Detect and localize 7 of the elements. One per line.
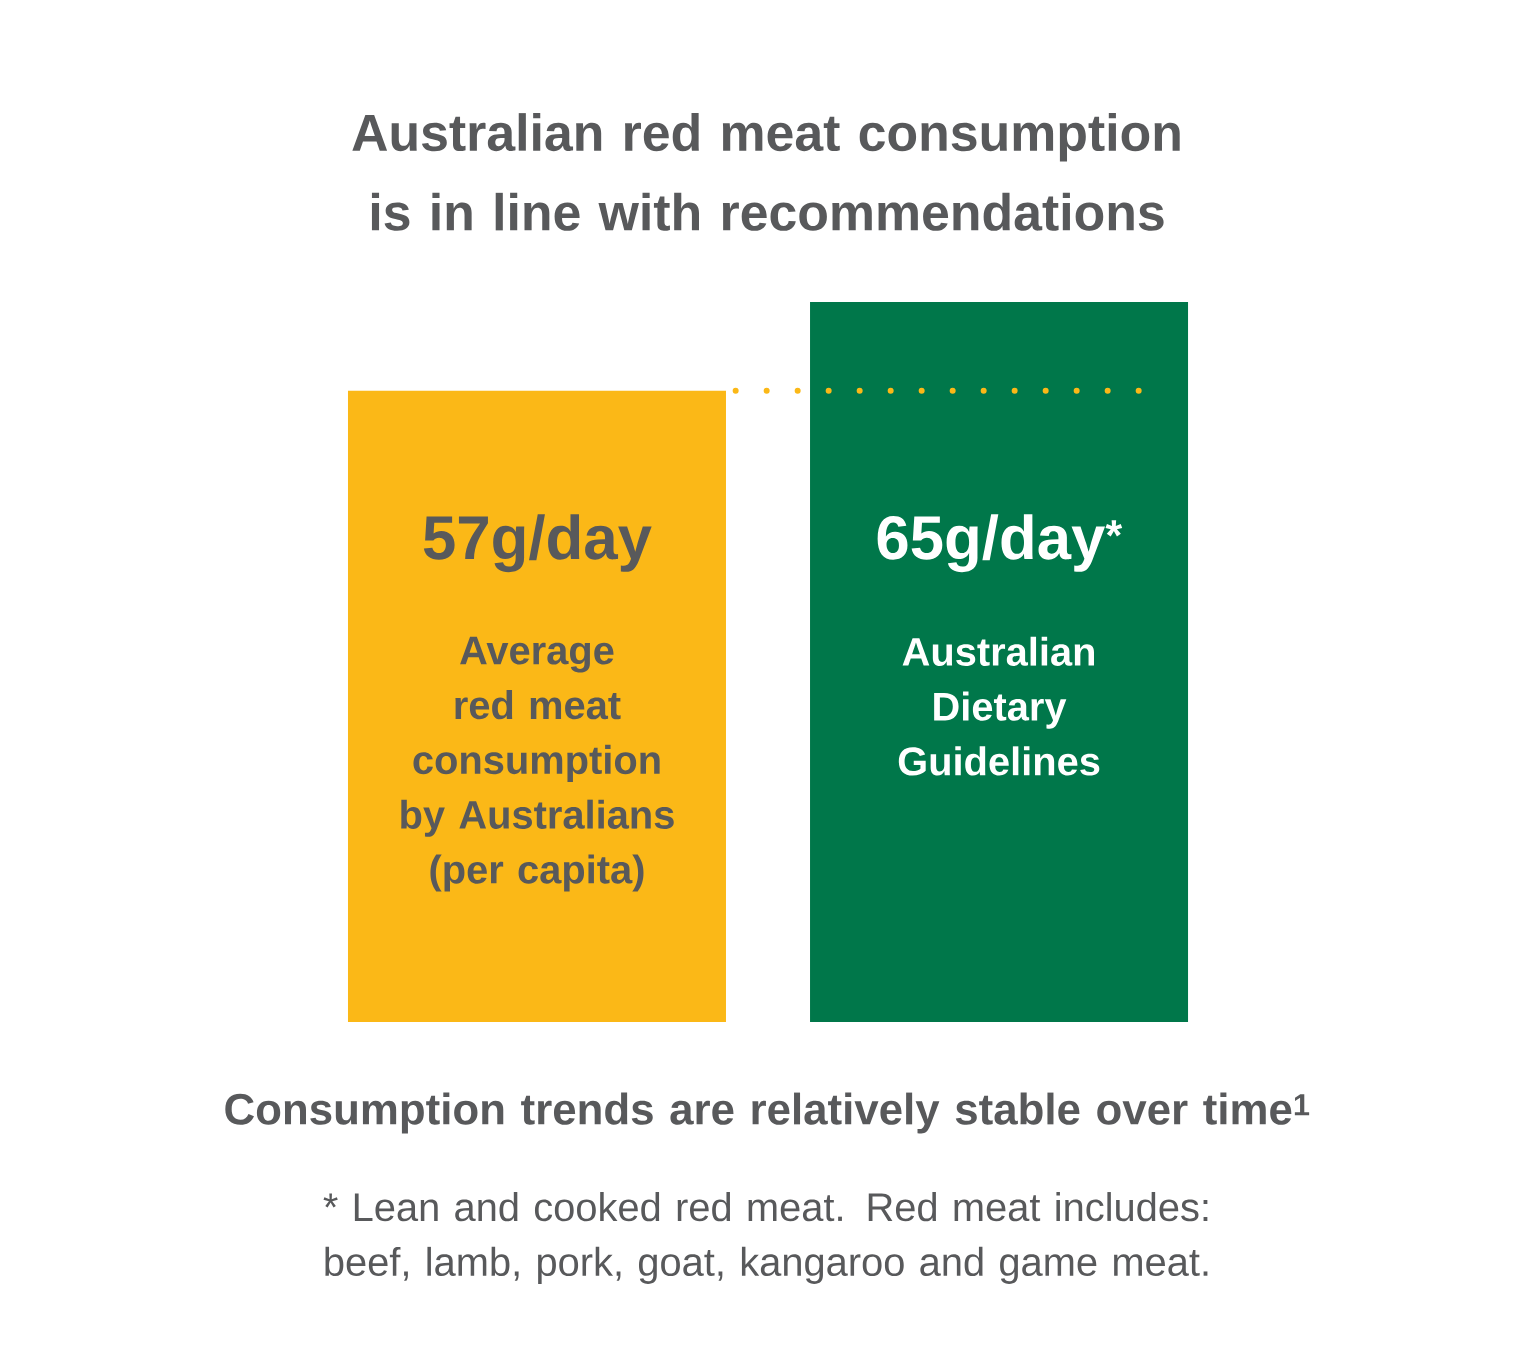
data-label: 57g/day [423,514,652,573]
text: * Lean and cooked red meat. Red meat includes: beef, lamb, pork, goat, kangaroo and game meat. [323,1192,1208,1284]
text: Consumption trends are relatively stable over time$^{1}$ [225,1092,1310,1134]
chart-title: Australian red meat consumption is in line with recommendations [352,113,1180,231]
x-tick-label: Average red meat consumption by Australians (per capita) [401,636,674,892]
x-tick-label: Australian Dietary Guidelines [898,636,1100,776]
data-label: 65g/day$^{*}$ [877,514,1123,573]
